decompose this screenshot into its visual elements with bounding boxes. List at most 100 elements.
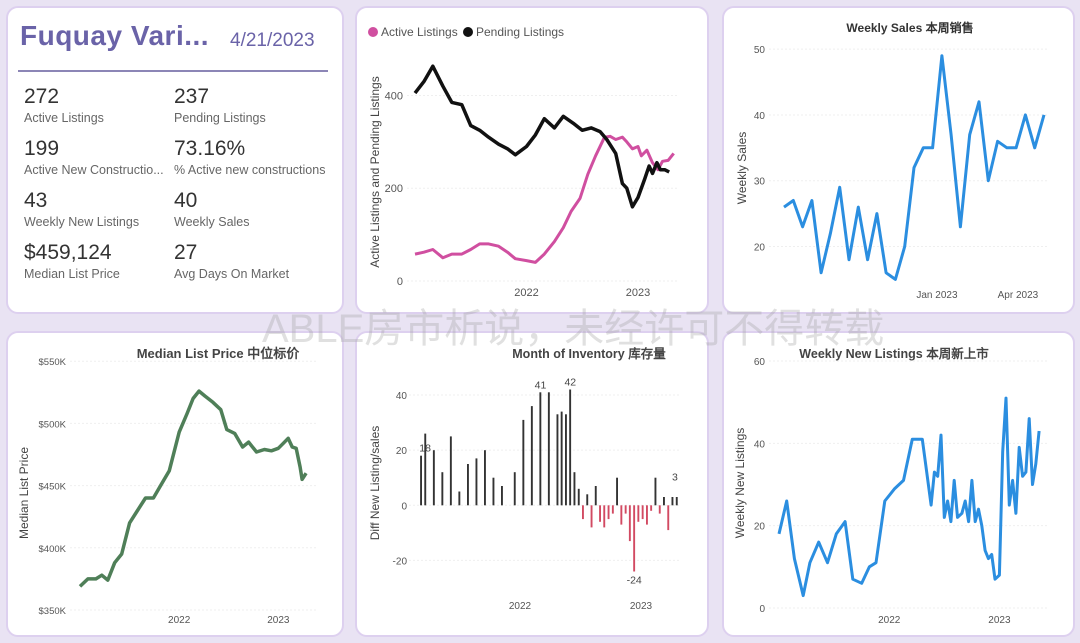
bar — [539, 392, 542, 506]
y-tick-label: 50 — [754, 45, 766, 56]
y-tick-label: 400 — [385, 90, 403, 102]
bar — [582, 505, 584, 520]
data-label: 41 — [535, 379, 547, 391]
kpi-label: Active New Constructio... — [24, 163, 164, 177]
y-tick-label: $350K — [39, 606, 67, 617]
y-tick-label: 30 — [754, 177, 766, 188]
bar — [646, 505, 648, 525]
series-line-active — [414, 134, 675, 264]
kpi-value: 237 — [174, 85, 210, 108]
x-tick-label: Jan 2023 — [916, 290, 958, 301]
legend-label: Active Listings — [381, 25, 458, 39]
bar — [624, 505, 627, 514]
listings-chart-panel: 0 200 400 2022 2023 Active Listings and Pendi… — [355, 6, 709, 314]
x-tick-label: Apr 2023 — [998, 290, 1039, 301]
y-axis-title: Median List Price — [17, 447, 31, 539]
bar — [522, 419, 525, 506]
y-tick-label: 200 — [385, 183, 403, 195]
chart-title: Weekly New Listings 本周新上市 — [799, 346, 989, 361]
x-tick-label: 2023 — [267, 615, 290, 626]
bar — [569, 389, 572, 506]
city-name: Fuquay Vari... — [20, 20, 210, 51]
kpi-value: 199 — [24, 137, 60, 160]
bar — [667, 505, 670, 531]
kpi-label: Weekly Sales — [174, 215, 250, 229]
new-listings-panel: Weekly New Listings 本周新上市 0 20 40 60 2022 2023… — [722, 331, 1075, 637]
bar — [441, 472, 444, 506]
bar — [530, 406, 533, 506]
inventory-panel: Month of Inventory 库存量 -20 0 20 40 2022 2023 Di… — [355, 331, 709, 637]
median-price-chart: Median List Price 中位标价 $350K $400K $450K $50… — [17, 346, 318, 626]
bar — [556, 414, 559, 506]
kpi-label: Weekly New Listings — [24, 215, 140, 229]
y-axis-title: Weekly New Listings — [733, 428, 747, 538]
y-axis-title: Weekly Sales — [735, 132, 749, 204]
y-axis-title: Active Listings and Pending Listings — [368, 76, 382, 267]
bar — [654, 477, 657, 506]
bar — [577, 488, 580, 506]
legend-label: Pending Listings — [476, 25, 564, 39]
x-tick-label: 2022 — [168, 615, 191, 626]
y-tick-label: 40 — [754, 111, 766, 122]
bar — [484, 450, 486, 506]
kpi-label: Avg Days On Market — [174, 267, 290, 281]
bar — [671, 497, 674, 506]
y-tick-label: 20 — [754, 243, 766, 254]
series-line-pending — [413, 64, 670, 209]
kpi-value: 272 — [24, 85, 60, 108]
bar — [637, 505, 640, 522]
bar — [513, 472, 516, 506]
bar — [475, 458, 478, 506]
bar — [628, 505, 631, 542]
bar — [594, 486, 597, 506]
bar — [620, 505, 623, 525]
y-tick-label: 20 — [396, 446, 408, 457]
bar — [449, 436, 452, 506]
y-tick-label: $450K — [39, 482, 67, 493]
x-tick-label: 2023 — [626, 287, 650, 299]
kpi-label: % Active new constructions — [174, 163, 326, 177]
series-line — [777, 396, 1041, 598]
bar — [590, 505, 593, 528]
bar — [501, 486, 503, 506]
weekly-sales-panel: Weekly Sales 本周销售 20 30 40 50 Jan 2023 Apr 202… — [722, 6, 1075, 314]
bar — [424, 433, 427, 506]
bar — [586, 494, 589, 506]
x-tick-label: 2022 — [509, 601, 532, 612]
bar — [467, 464, 469, 506]
inventory-chart: Month of Inventory 库存量 -20 0 20 40 2022 2023 Di… — [368, 346, 679, 612]
bar — [599, 505, 601, 522]
x-tick-label: 2022 — [878, 615, 901, 626]
kpi-label: Median List Price — [24, 267, 120, 281]
y-axis-title: Diff New Listing/sales — [368, 426, 382, 541]
bar — [675, 497, 678, 506]
bar — [603, 505, 606, 528]
report-date: 4/21/2023 — [230, 30, 315, 51]
y-tick-label: $500K — [39, 419, 67, 430]
kpi-value: 27 — [174, 241, 198, 264]
weekly-sales-chart: Weekly Sales 本周销售 20 30 40 50 Jan 2023 Apr 202… — [735, 20, 1049, 301]
kpi-value: $459,124 — [24, 241, 112, 264]
bar — [560, 411, 563, 506]
y-tick-label: 20 — [754, 522, 766, 533]
x-tick-label: 2023 — [988, 615, 1011, 626]
median-price-panel: Median List Price 中位标价 $350K $400K $450K $50… — [6, 331, 344, 637]
data-label: -24 — [627, 575, 642, 587]
bar — [663, 497, 665, 506]
kpi-header — [18, 18, 328, 72]
bar — [565, 414, 567, 506]
bar — [607, 505, 610, 520]
y-tick-label: $400K — [39, 544, 67, 555]
x-tick-label: 2023 — [630, 601, 653, 612]
bar — [432, 450, 435, 506]
data-label: 3 — [672, 472, 678, 484]
bar — [420, 455, 422, 506]
bar — [650, 505, 653, 511]
y-tick-label: 0 — [401, 501, 407, 512]
y-tick-label: $550K — [39, 357, 67, 368]
y-tick-label: 40 — [754, 439, 766, 450]
bar — [573, 472, 576, 506]
legend-marker-pending — [463, 27, 473, 37]
chart-title: Month of Inventory 库存量 — [512, 346, 666, 361]
bar — [616, 477, 618, 506]
